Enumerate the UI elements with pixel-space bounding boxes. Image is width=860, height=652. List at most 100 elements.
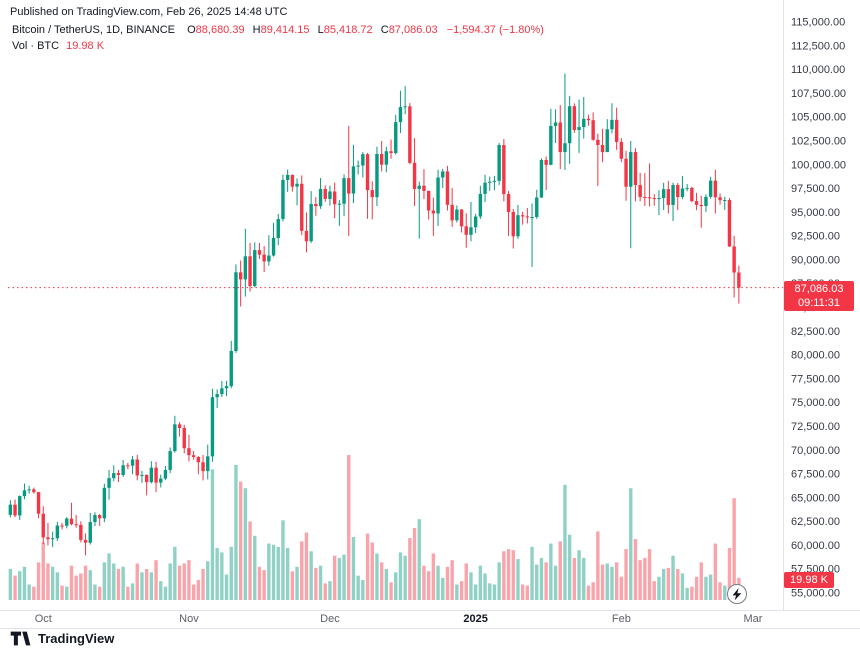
candle-body [257, 250, 262, 255]
candle-body [168, 451, 172, 470]
volume-bar [262, 570, 266, 600]
volume-bar [88, 570, 92, 600]
volume-bar [107, 553, 111, 600]
volume-bar [267, 543, 271, 600]
last-price-badge: 87,086.03 09:11:31 [784, 281, 854, 311]
volume-bar [643, 557, 647, 600]
y-axis-label: 110,000.00 [791, 64, 845, 76]
volume-bar [379, 562, 384, 600]
candle-body [328, 191, 332, 199]
volume-bar [224, 574, 229, 600]
candle-body [680, 188, 685, 198]
volume-bar [563, 484, 567, 600]
volume-bar [525, 585, 530, 600]
candle-body [112, 473, 116, 479]
candle-body [577, 127, 581, 131]
candle-body [173, 424, 177, 452]
candle-body [610, 119, 614, 130]
volume-bar [257, 566, 262, 600]
candle-body [220, 388, 224, 395]
volume-bar [102, 562, 107, 600]
volume-bar [314, 567, 318, 600]
tradingview-logo-icon[interactable] [10, 631, 31, 646]
candle-body [690, 187, 694, 202]
volume-bar [276, 546, 280, 600]
candle-body [441, 171, 445, 178]
candle-body [676, 185, 680, 198]
candle-body [65, 518, 69, 526]
candle-body [347, 178, 351, 194]
volume-bar [191, 584, 196, 600]
volume-bar [55, 572, 60, 600]
candle-body [159, 478, 163, 483]
brand-name[interactable]: TradingView [38, 631, 115, 646]
candle-body [318, 188, 323, 207]
x-axis-label: Dec [320, 613, 340, 625]
candle-body [426, 190, 431, 211]
candle-body [229, 350, 233, 387]
volume-bar [530, 546, 534, 600]
candle-body [97, 515, 102, 519]
candle-body [737, 272, 741, 288]
candle-body [243, 256, 248, 280]
last-price: 87,086.03 [794, 283, 844, 295]
candle-body [224, 386, 229, 389]
volume-bar [182, 563, 186, 600]
y-axis-label: 112,500.00 [791, 40, 845, 52]
volume-bar [347, 455, 351, 600]
volume-bar [596, 531, 600, 600]
volume-bar [431, 553, 436, 600]
candle-body [647, 197, 652, 199]
volume-bar [356, 575, 360, 600]
candle-body [384, 151, 389, 165]
lightning-icon [732, 587, 742, 600]
candle-body [267, 255, 271, 262]
volume-bar [300, 541, 304, 600]
volume-bar [450, 560, 454, 600]
candle-body [342, 178, 346, 204]
y-axis-label: 100,000.00 [791, 159, 846, 171]
volume-bar [365, 533, 370, 600]
volume-axis-badge: 19.98 K [784, 572, 834, 588]
volume-bar [455, 584, 459, 600]
volume-bar [32, 586, 36, 600]
candle-body [671, 185, 675, 205]
volume-bar [520, 584, 525, 600]
volume-bar [79, 573, 83, 600]
volume-bar [483, 573, 487, 600]
volume-bar [238, 481, 243, 600]
y-axis-label: 75,000.00 [791, 397, 840, 409]
candle-body [22, 490, 27, 497]
candle-body [469, 227, 473, 235]
candle-body [365, 154, 370, 191]
volume-bar [253, 535, 257, 600]
candle-body [553, 122, 558, 126]
x-axis-label: 2025 [463, 613, 487, 625]
volume-bar [582, 557, 586, 600]
candle-body [332, 191, 337, 205]
volume-bar [281, 520, 285, 600]
volume-bar [572, 557, 577, 600]
volume-bar [441, 577, 445, 600]
candle-body [8, 504, 13, 515]
volume-bar [163, 586, 168, 600]
candle-body [27, 489, 31, 491]
volume-bar [384, 569, 389, 600]
candle-body [121, 465, 125, 475]
y-axis-label: 77,500.00 [791, 373, 840, 385]
volume-bar [140, 572, 144, 600]
candle-body [408, 106, 412, 163]
volume-bar [629, 488, 633, 600]
volume-bar [271, 544, 276, 600]
volume-bar [459, 581, 464, 600]
x-axis-label: Feb [612, 613, 631, 625]
x-axis-label: Mar [743, 613, 762, 625]
candle-body [126, 465, 130, 467]
candle-body [586, 118, 591, 121]
volume-bar [394, 572, 398, 600]
lightning-button[interactable] [727, 584, 747, 604]
volume-bar [220, 552, 224, 600]
volume-bar [671, 555, 675, 600]
volume-bar [50, 566, 55, 600]
